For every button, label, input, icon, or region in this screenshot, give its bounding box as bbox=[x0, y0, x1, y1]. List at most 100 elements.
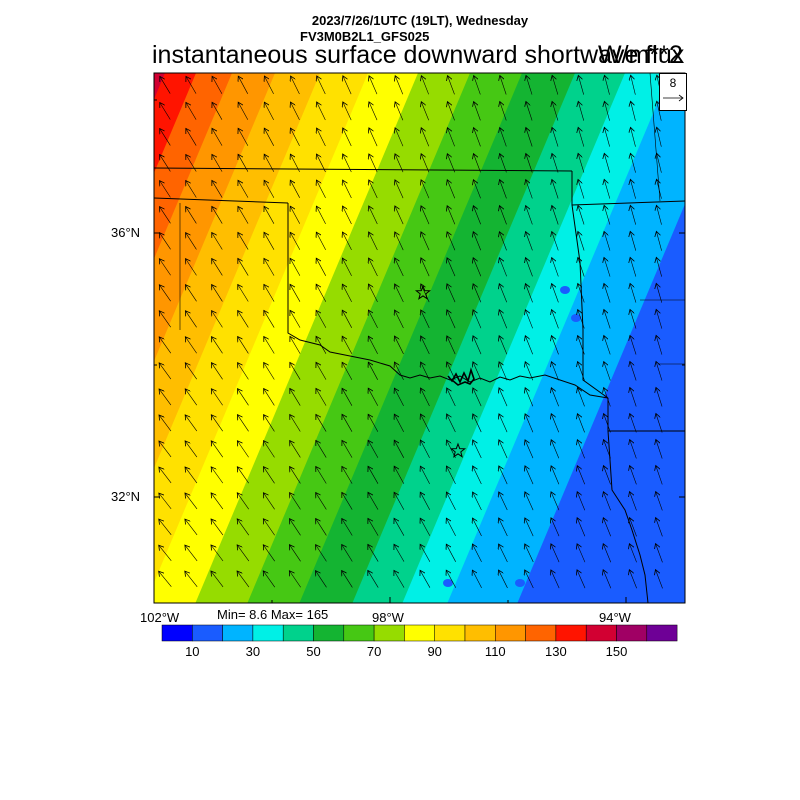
model-name: FV3M0B2L1_GFS025 bbox=[300, 29, 430, 44]
wind-vector bbox=[185, 467, 198, 484]
wind-vector bbox=[159, 389, 172, 406]
wind-vector bbox=[264, 415, 275, 432]
wind-vector bbox=[317, 102, 326, 121]
wind-vector bbox=[237, 441, 249, 458]
missouri-line bbox=[649, 73, 661, 202]
wind-vector bbox=[446, 570, 457, 588]
colorbar-label: 30 bbox=[245, 644, 261, 659]
wind-vector bbox=[212, 180, 223, 198]
wind-vector bbox=[420, 414, 430, 433]
wind-vector bbox=[290, 388, 301, 406]
colorbar-swatch bbox=[495, 624, 526, 642]
wind-vector bbox=[577, 414, 585, 433]
wind-vector bbox=[604, 257, 611, 277]
wind-vector bbox=[185, 571, 198, 588]
wind-vector bbox=[657, 101, 662, 121]
wind-vector bbox=[238, 206, 249, 224]
variable-title: instantaneous surface downward shortwave… bbox=[152, 41, 685, 69]
wind-vector bbox=[577, 440, 585, 459]
wind-vector bbox=[238, 363, 249, 380]
wind-vector bbox=[656, 205, 662, 225]
wind-vector bbox=[159, 493, 172, 510]
wind-vector bbox=[656, 413, 663, 433]
wind-vector bbox=[368, 570, 379, 588]
wind-vector bbox=[446, 492, 456, 511]
wind-vector bbox=[447, 258, 456, 277]
wind-vector bbox=[604, 231, 611, 251]
wind-vector-field bbox=[159, 75, 663, 589]
wind-vector bbox=[342, 336, 353, 354]
wind-vector bbox=[211, 363, 223, 380]
wind-vector bbox=[263, 467, 275, 484]
wind-vector bbox=[421, 102, 430, 121]
wind-vector bbox=[159, 259, 171, 276]
wind-vector bbox=[500, 76, 507, 95]
flux-band-16 bbox=[0, 73, 110, 603]
colorbar-swatch bbox=[161, 624, 193, 642]
wind-vector bbox=[263, 493, 275, 510]
colorbar-swatch bbox=[252, 624, 284, 642]
wind-vector bbox=[420, 492, 430, 510]
wind-vector bbox=[342, 258, 352, 277]
flux-band-15 bbox=[0, 73, 138, 603]
wind-vector bbox=[395, 76, 404, 95]
wind-vector bbox=[421, 180, 430, 199]
wind-vector bbox=[395, 232, 404, 251]
wind-vector bbox=[656, 309, 663, 329]
wind-vector bbox=[473, 206, 481, 225]
wind-vector bbox=[369, 102, 378, 121]
map-frame bbox=[153, 72, 686, 604]
wind-vector bbox=[421, 206, 430, 225]
wind-vector bbox=[473, 388, 482, 407]
wind-vector bbox=[212, 76, 223, 94]
wind-vector bbox=[473, 284, 482, 303]
wind-vector bbox=[263, 519, 275, 536]
wind-vector bbox=[473, 362, 482, 381]
wind-vector bbox=[447, 206, 456, 225]
wind-vector bbox=[577, 492, 586, 511]
wind-vector bbox=[604, 179, 611, 199]
wind-vector bbox=[212, 259, 223, 276]
wind-vector bbox=[342, 518, 353, 536]
wind-vector bbox=[447, 154, 455, 173]
wind-vector bbox=[656, 492, 663, 511]
kansas-oklahoma-border bbox=[154, 167, 573, 172]
wind-vector bbox=[395, 284, 404, 303]
wind-vector bbox=[394, 466, 405, 484]
wind-vector bbox=[420, 518, 431, 536]
wind-vector bbox=[577, 466, 586, 485]
wind-vector bbox=[159, 519, 172, 536]
wind-vector bbox=[421, 258, 430, 277]
colorbar-swatch bbox=[373, 624, 405, 642]
wind-vector bbox=[421, 154, 430, 173]
wind-vector bbox=[525, 440, 534, 459]
wind-vector bbox=[500, 154, 507, 173]
wind-vector bbox=[211, 389, 223, 406]
wind-vector bbox=[238, 128, 249, 146]
wind-vector bbox=[420, 570, 431, 588]
wind-vector bbox=[237, 571, 250, 588]
wind-vector bbox=[526, 101, 533, 121]
wind-vector bbox=[630, 492, 637, 511]
wind-vector bbox=[395, 102, 404, 121]
wind-vector bbox=[317, 76, 326, 95]
colorbar-label: 50 bbox=[306, 644, 321, 659]
wind-vector bbox=[499, 570, 508, 589]
wind-vector bbox=[238, 258, 249, 276]
wind-vector bbox=[578, 231, 585, 251]
colorbar-swatch bbox=[222, 624, 254, 642]
wind-vector bbox=[447, 414, 456, 433]
wind-vector bbox=[211, 545, 224, 562]
wind-vector bbox=[264, 102, 274, 120]
wind-vector bbox=[473, 414, 482, 433]
wind-vector bbox=[211, 441, 224, 458]
colorbar-swatch bbox=[646, 624, 678, 642]
colorbar-label: 90 bbox=[427, 644, 442, 659]
missouri-arkansas-border bbox=[571, 200, 685, 206]
wind-vector bbox=[264, 336, 275, 354]
wind-vector bbox=[631, 75, 636, 95]
wind-vector bbox=[290, 362, 301, 380]
wind-vector bbox=[395, 206, 404, 225]
wind-vector bbox=[186, 76, 197, 94]
wind-vector bbox=[369, 154, 378, 173]
